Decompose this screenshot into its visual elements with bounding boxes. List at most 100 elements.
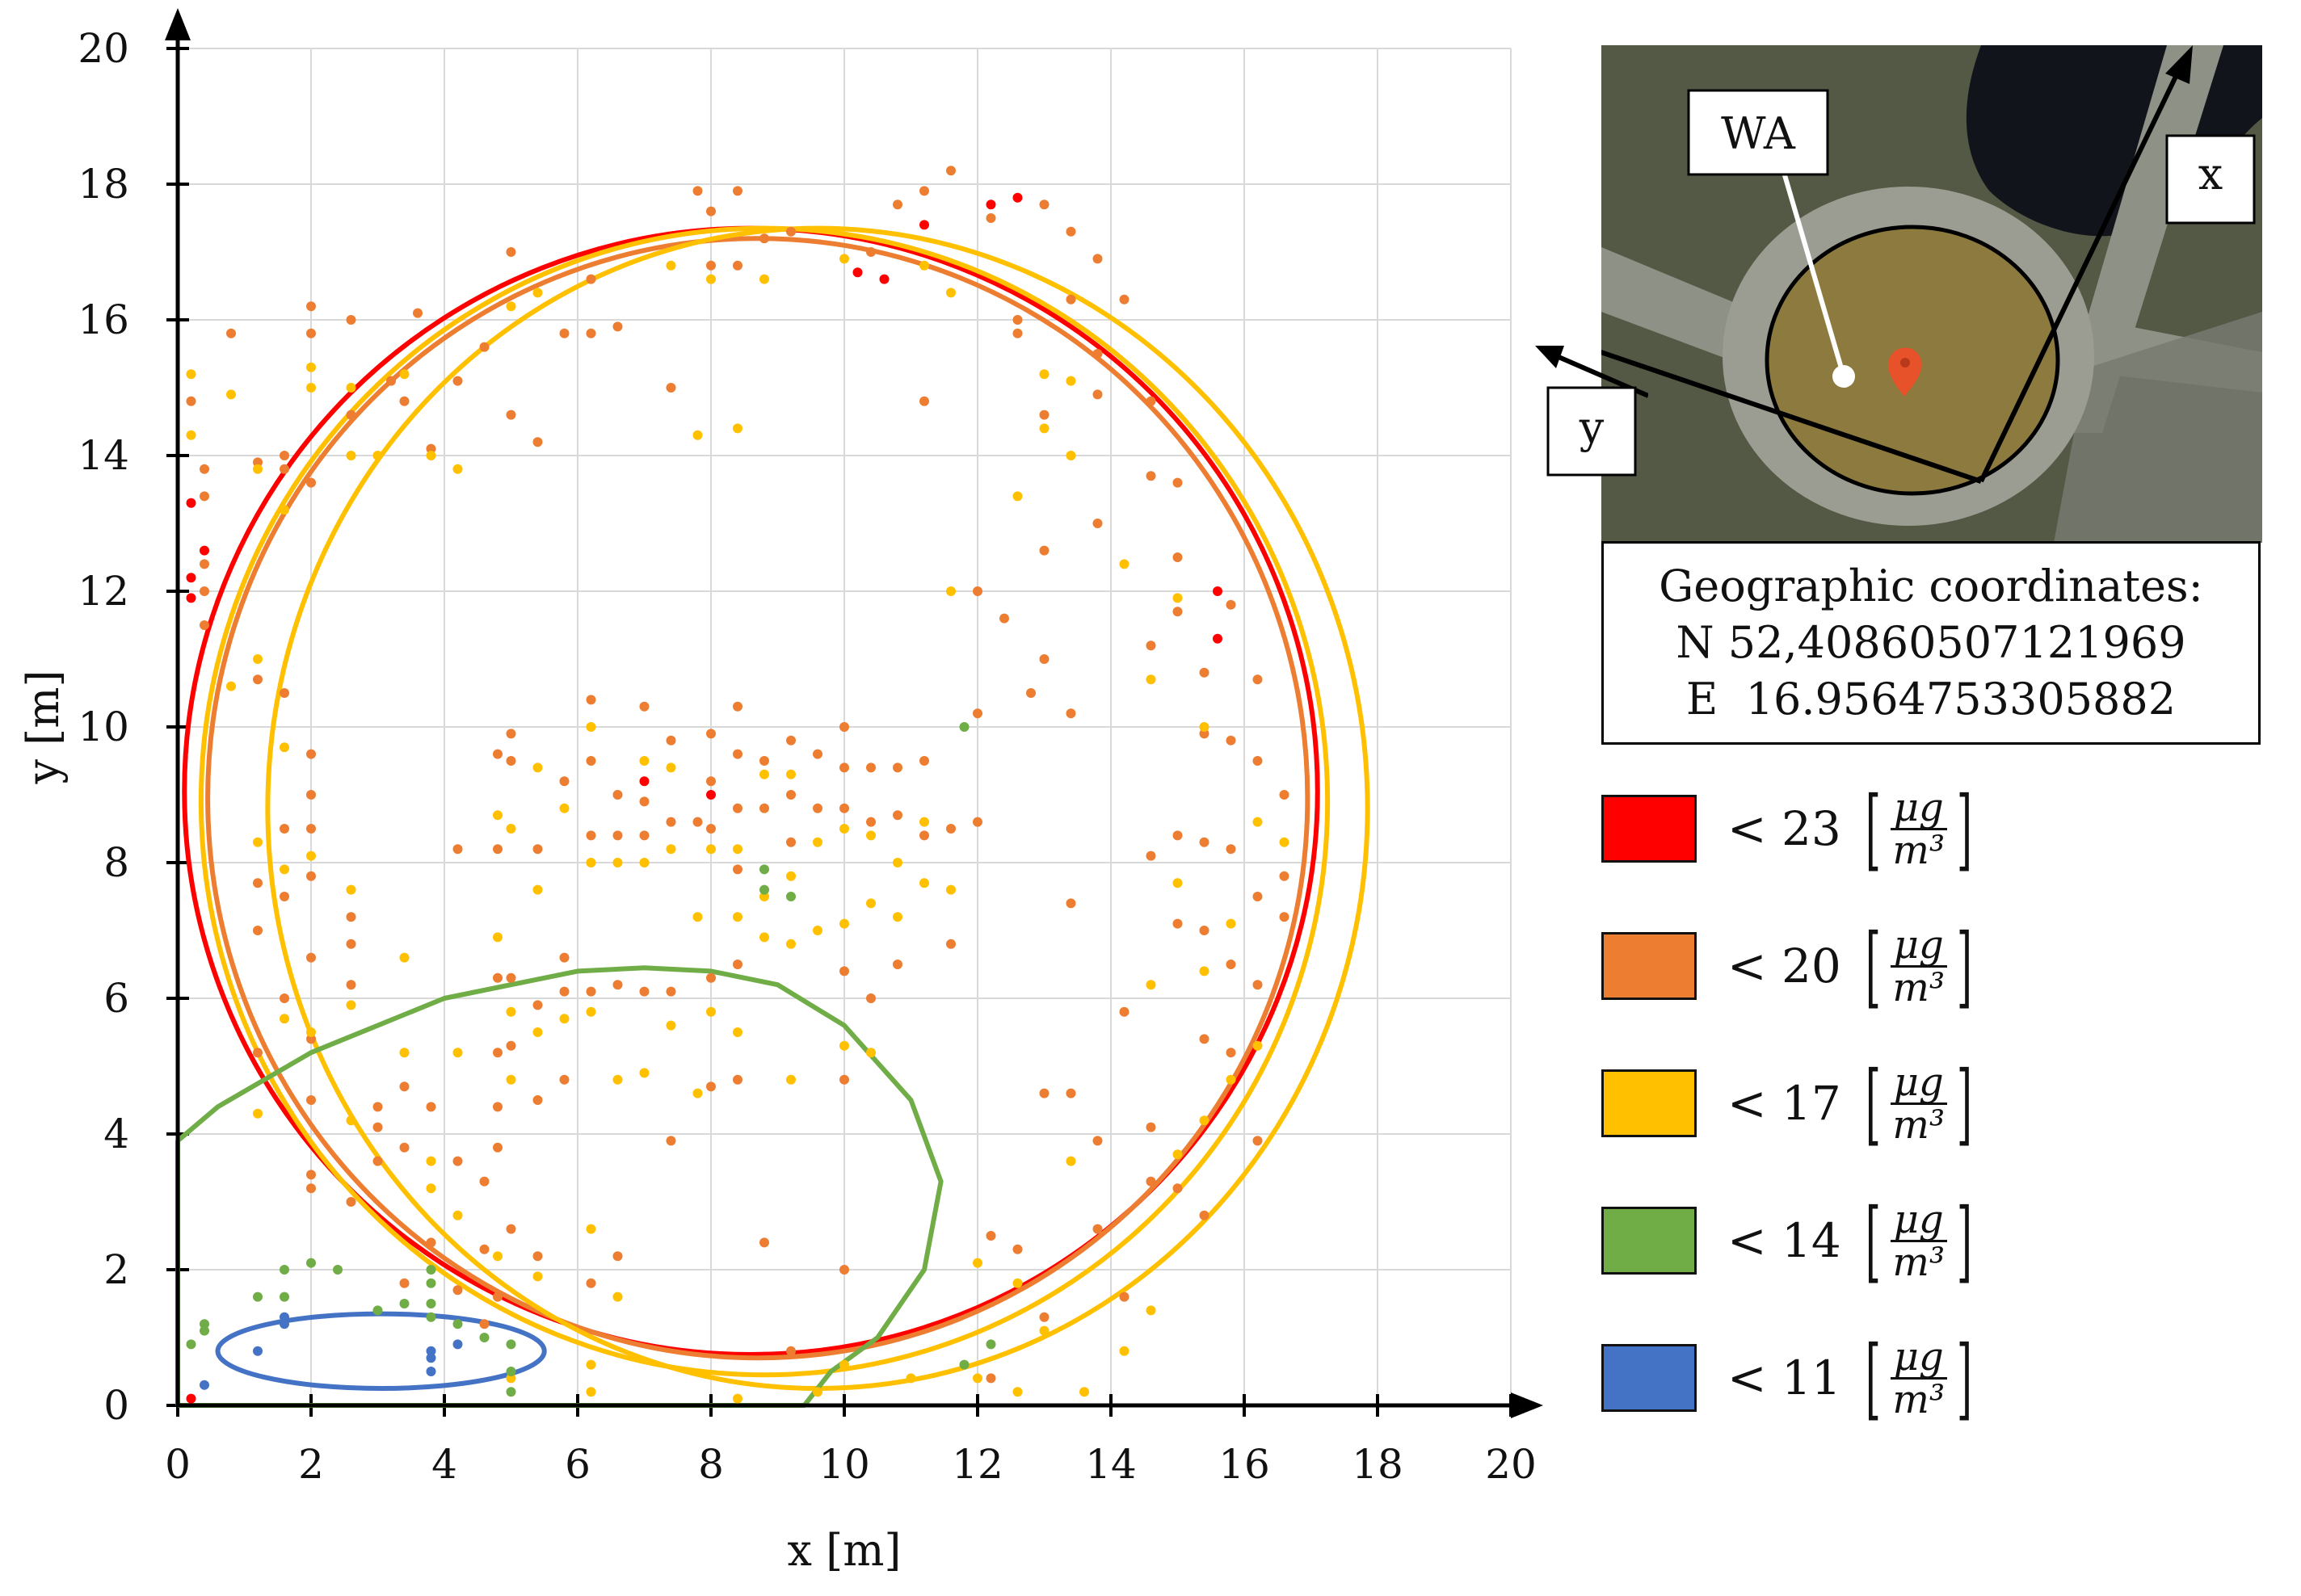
unit-bracket-left: [ [1865, 1326, 1881, 1430]
data-point-series-1 [586, 830, 596, 841]
data-point-series-2 [839, 918, 849, 929]
data-point-series-1 [1279, 871, 1289, 881]
data-point-series-1 [1252, 980, 1263, 990]
data-point-series-1 [399, 1082, 410, 1092]
data-point-series-2 [253, 654, 263, 664]
location-pin-icon [1888, 347, 1922, 397]
data-point-series-3 [333, 1265, 343, 1275]
data-point-series-0 [200, 545, 209, 556]
data-point-series-1 [866, 817, 876, 827]
data-point-series-1 [893, 960, 902, 969]
data-point-series-1 [839, 722, 849, 732]
data-point-series-2 [506, 1373, 516, 1384]
data-point-series-2 [733, 844, 742, 855]
data-point-series-2 [426, 1183, 436, 1194]
data-point-series-1 [306, 952, 316, 963]
aerial-y-overlay: y [1535, 346, 1648, 477]
data-point-series-1 [733, 1074, 742, 1085]
data-point-series-1 [973, 817, 982, 827]
data-point-series-4 [253, 1346, 263, 1356]
data-point-series-1 [306, 477, 316, 488]
y-tick-label: 16 [78, 296, 129, 343]
data-point-series-0 [186, 593, 196, 603]
data-point-series-2 [839, 254, 849, 264]
data-point-series-2 [893, 858, 902, 867]
legend-item: < 20 [μg m³] [1601, 922, 1982, 1010]
data-point-series-2 [1199, 966, 1209, 976]
data-point-series-1 [639, 830, 650, 841]
data-point-series-1 [493, 1102, 503, 1112]
data-point-series-2 [506, 1006, 516, 1017]
unit-bracket-left: [ [1865, 1052, 1881, 1155]
aerial-x-arrow [1979, 60, 2185, 483]
data-point-series-1 [1226, 960, 1236, 969]
data-point-series-1 [919, 830, 929, 841]
data-point-series-1 [866, 247, 876, 257]
legend-item: < 23 [μg m³] [1601, 784, 1982, 873]
data-point-series-1 [1199, 667, 1209, 678]
data-point-series-1 [280, 451, 289, 460]
legend-label: < 20 [μg m³] [1727, 922, 1982, 1010]
data-point-series-1 [346, 1197, 356, 1207]
data-point-series-1 [733, 864, 742, 875]
data-point-series-1 [1146, 1176, 1156, 1186]
data-point-series-1 [612, 321, 623, 332]
data-point-series-1 [306, 824, 316, 834]
data-point-series-1 [413, 308, 423, 318]
data-point-series-3 [959, 1359, 970, 1370]
data-point-series-1 [559, 776, 570, 787]
data-point-series-2 [1146, 674, 1156, 685]
data-point-series-0 [186, 573, 196, 583]
data-point-series-1 [399, 1142, 410, 1153]
data-point-series-1 [1026, 688, 1036, 698]
aerial-x-label: x [2198, 149, 2223, 200]
data-point-series-1 [1199, 1034, 1209, 1044]
data-point-series-1 [506, 972, 516, 983]
data-point-series-1 [493, 1292, 503, 1302]
unit-numerator: μg [1890, 1062, 1947, 1105]
legend-swatch [1601, 932, 1697, 1000]
data-point-series-1 [1146, 850, 1156, 861]
data-point-series-1 [426, 1102, 436, 1112]
data-point-series-2 [399, 1048, 410, 1058]
data-point-series-2 [586, 1359, 596, 1370]
x-tick-label: 20 [1485, 1441, 1537, 1488]
data-point-series-1 [1092, 1224, 1103, 1234]
unit-bracket-left: [ [1865, 1189, 1881, 1292]
data-point-series-2 [666, 260, 676, 271]
data-point-series-1 [919, 186, 929, 196]
data-point-series-2 [973, 1373, 982, 1384]
data-point-series-2 [1199, 1115, 1209, 1126]
data-point-series-2 [813, 926, 822, 935]
data-point-series-0 [1012, 192, 1023, 203]
data-point-series-2 [612, 1074, 623, 1085]
data-point-series-1 [399, 1278, 410, 1288]
data-point-series-3 [959, 722, 970, 732]
data-point-series-1 [946, 166, 956, 176]
data-point-series-3 [506, 1387, 516, 1397]
data-point-series-1 [1092, 349, 1103, 359]
data-point-series-1 [1066, 226, 1076, 237]
data-point-series-1 [1172, 552, 1183, 562]
legend-threshold: < 23 [1727, 801, 1841, 856]
data-point-series-1 [1226, 735, 1236, 746]
data-point-series-1 [1199, 926, 1209, 935]
data-point-series-4 [426, 1346, 436, 1356]
data-point-series-1 [706, 824, 716, 834]
data-point-series-2 [706, 274, 716, 284]
data-point-series-1 [1199, 1210, 1209, 1220]
data-point-series-2 [973, 1258, 982, 1268]
data-point-series-1 [586, 274, 596, 284]
data-point-series-1 [532, 1251, 543, 1262]
data-point-series-1 [1092, 389, 1103, 400]
data-point-series-1 [306, 301, 316, 312]
y-tick-label: 20 [78, 25, 129, 72]
data-point-series-2 [532, 288, 543, 298]
contour-17-inner [198, 225, 1331, 1378]
data-point-series-2 [1039, 423, 1050, 434]
data-point-series-1 [306, 1095, 316, 1105]
data-point-series-3 [253, 1292, 263, 1302]
aerial-wa-pointer [1773, 141, 1846, 377]
data-point-series-3 [186, 1339, 196, 1350]
data-point-series-2 [919, 260, 929, 271]
